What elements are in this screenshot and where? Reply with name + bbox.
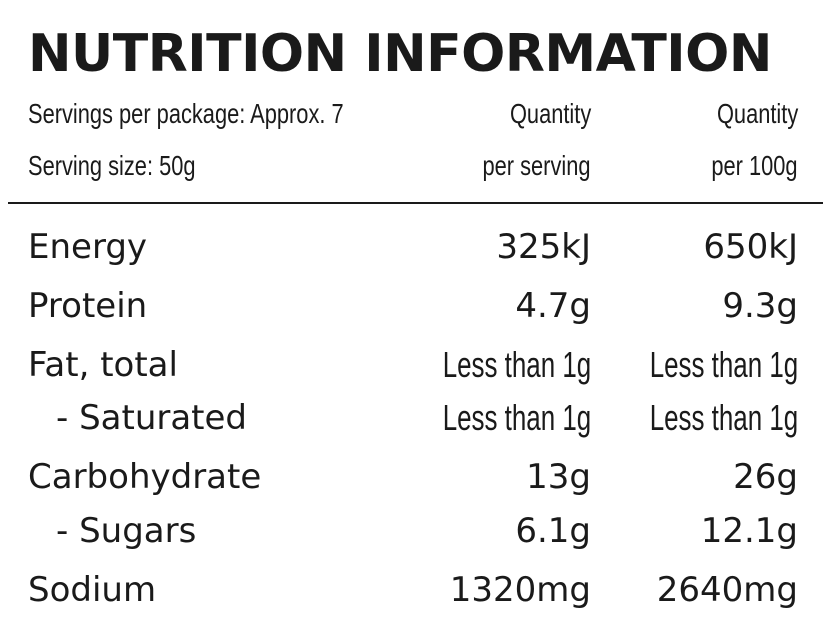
column-header-per-serving-line1: Quantity: [509, 98, 591, 129]
nutrient-label: Protein: [28, 286, 148, 326]
per-100g-value: 2640mg: [656, 570, 798, 610]
nutrient-row-sodium: Sodium 1320mg 2640mg: [0, 565, 833, 615]
per-100g-value: 650kJ: [703, 227, 798, 267]
nutrient-row-fat-total: Fat, total Less than 1g Less than 1g: [0, 340, 833, 390]
servings-per-package: Servings per package: Approx. 7: [28, 98, 344, 129]
nutrient-label: - Sugars: [56, 511, 197, 551]
nutrient-row-energy: Energy 325kJ 650kJ: [0, 222, 833, 272]
per-100g-value: Less than 1g: [649, 397, 798, 438]
per-serving-value: 4.7g: [515, 286, 591, 326]
per-serving-value: 13g: [526, 457, 591, 497]
serving-size: Serving size: 50g: [28, 150, 196, 181]
header-divider: [8, 202, 823, 204]
column-header-per-100g-line1: Quantity: [716, 98, 798, 129]
per-100g-value: 9.3g: [722, 286, 798, 326]
nutrient-row-carbohydrate: Carbohydrate 13g 26g: [0, 452, 833, 502]
per-serving-value: 6.1g: [515, 511, 591, 551]
per-serving-value: Less than 1g: [442, 397, 591, 438]
nutrient-row-sugars: - Sugars 6.1g 12.1g: [0, 506, 833, 556]
per-100g-value: Less than 1g: [649, 344, 798, 385]
nutrient-label: - Saturated: [56, 398, 248, 438]
nutrient-label: Sodium: [28, 570, 157, 610]
nutrient-label: Carbohydrate: [28, 457, 262, 497]
nutrient-label: Energy: [28, 227, 148, 267]
column-header-per-serving-line2: per serving: [482, 150, 591, 181]
nutrient-label: Fat, total: [28, 345, 178, 385]
panel-title: NUTRITION INFORMATION: [28, 24, 772, 84]
per-serving-value: 1320mg: [449, 570, 591, 610]
per-serving-value: 325kJ: [496, 227, 591, 267]
column-header-per-100g-line2: per 100g: [711, 150, 798, 181]
per-100g-value: 26g: [733, 457, 798, 497]
per-serving-value: Less than 1g: [442, 344, 591, 385]
nutrient-row-saturated: - Saturated Less than 1g Less than 1g: [0, 393, 833, 443]
per-100g-value: 12.1g: [700, 511, 798, 551]
nutrient-row-protein: Protein 4.7g 9.3g: [0, 281, 833, 331]
